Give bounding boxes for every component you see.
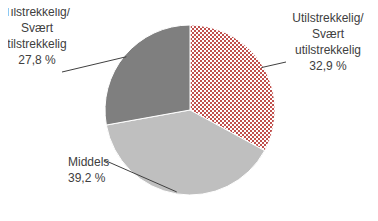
svg-text:Middels39,2 %: Middels39,2 % [68, 155, 109, 185]
svg-text:Utilstrekkelig/Sværtutilstrekk: Utilstrekkelig/Sværtutilstrekkelig32,9 % [292, 11, 364, 73]
svg-text:Tilstrekkelig/Sværttilstrekkel: Tilstrekkelig/Sværttilstrekkelig27,8 % [8, 8, 71, 67]
